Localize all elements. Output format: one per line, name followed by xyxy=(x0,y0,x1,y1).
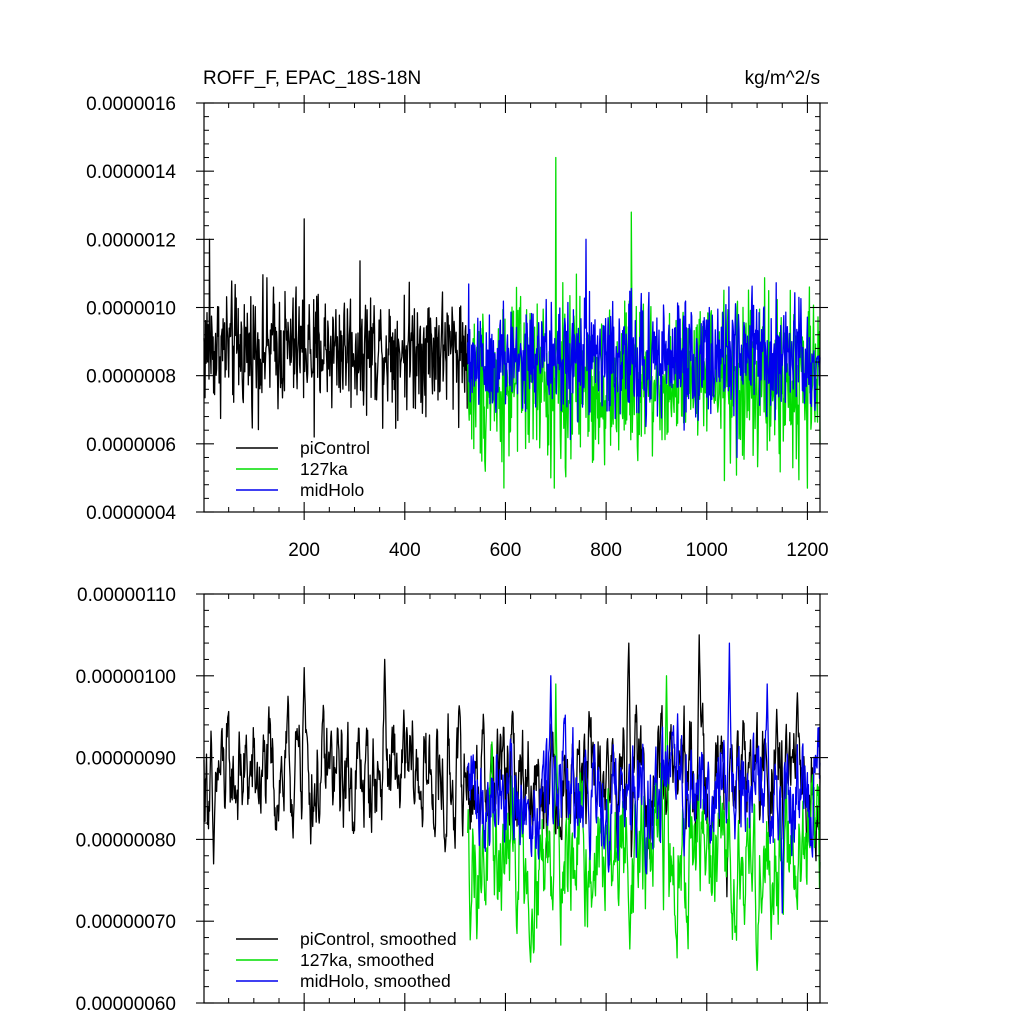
y-tick-label: 0.0000014 xyxy=(86,162,176,183)
x-tick-label: 600 xyxy=(490,540,522,561)
y-tick-label: 0.0000006 xyxy=(86,435,176,456)
series-lines xyxy=(203,156,821,489)
series-line-127ka xyxy=(467,156,821,489)
y-tick-label: 0.0000012 xyxy=(86,230,176,251)
x-axis xyxy=(228,586,808,1011)
series-line-picontrol xyxy=(203,218,469,438)
y-tick-label: 0.0000010 xyxy=(86,299,176,320)
x-tick-label: 800 xyxy=(590,540,622,561)
y-tick-label: 0.00000110 xyxy=(77,585,176,606)
y-tick-label: 0.00000100 xyxy=(76,667,176,688)
y-tick-label: 0.0000016 xyxy=(86,94,176,115)
series-lines xyxy=(203,634,821,971)
x-tick-label: 1200 xyxy=(786,540,828,561)
series-line-picontrol-smoothed xyxy=(203,634,821,898)
y-axis: 0.00000060 0.00000070 0.00000080 0.00000090… xyxy=(76,585,828,1015)
y-tick-label: 0.00000070 xyxy=(76,912,176,933)
x-tick-label: 200 xyxy=(288,540,320,561)
legend-label: midHolo, smoothed xyxy=(300,971,451,991)
y-tick-label: 0.0000008 xyxy=(86,367,176,388)
plot-frame xyxy=(203,593,821,1004)
top-chart-panel: 200 400 600 800 1000 12000.00000040.00000060.… xyxy=(86,94,828,561)
y-axis: 0.0000004 0.0000006 0.0000008 0.0000010 0.00… xyxy=(86,94,828,524)
top-chart-units: kg/m^2/s xyxy=(745,68,820,89)
legend-label: 127ka, smoothed xyxy=(300,950,434,970)
legend-label: piControl, smoothed xyxy=(300,929,457,949)
top-chart-title: ROFF_F, EPAC_18S-18N xyxy=(203,68,421,89)
x-axis: 200 400 600 800 1000 1200 xyxy=(228,95,829,561)
y-tick-label: 0.0000004 xyxy=(86,503,176,524)
y-tick-label: 0.00000080 xyxy=(76,830,176,851)
bottom-chart-panel: 0.00000060 0.00000070 0.00000080 0.00000090… xyxy=(76,585,828,1015)
series-line-midholo-smoothed xyxy=(467,642,821,914)
x-tick-label: 400 xyxy=(389,540,421,561)
legend-label: piControl xyxy=(300,438,370,458)
y-tick-label: 0.00000060 xyxy=(76,994,176,1015)
x-tick-label: 1000 xyxy=(686,540,728,561)
legend-label: midHolo xyxy=(300,480,364,500)
legend-label: 127ka xyxy=(300,459,348,479)
series-line-midholo xyxy=(467,238,821,459)
y-tick-label: 0.00000090 xyxy=(76,749,176,770)
